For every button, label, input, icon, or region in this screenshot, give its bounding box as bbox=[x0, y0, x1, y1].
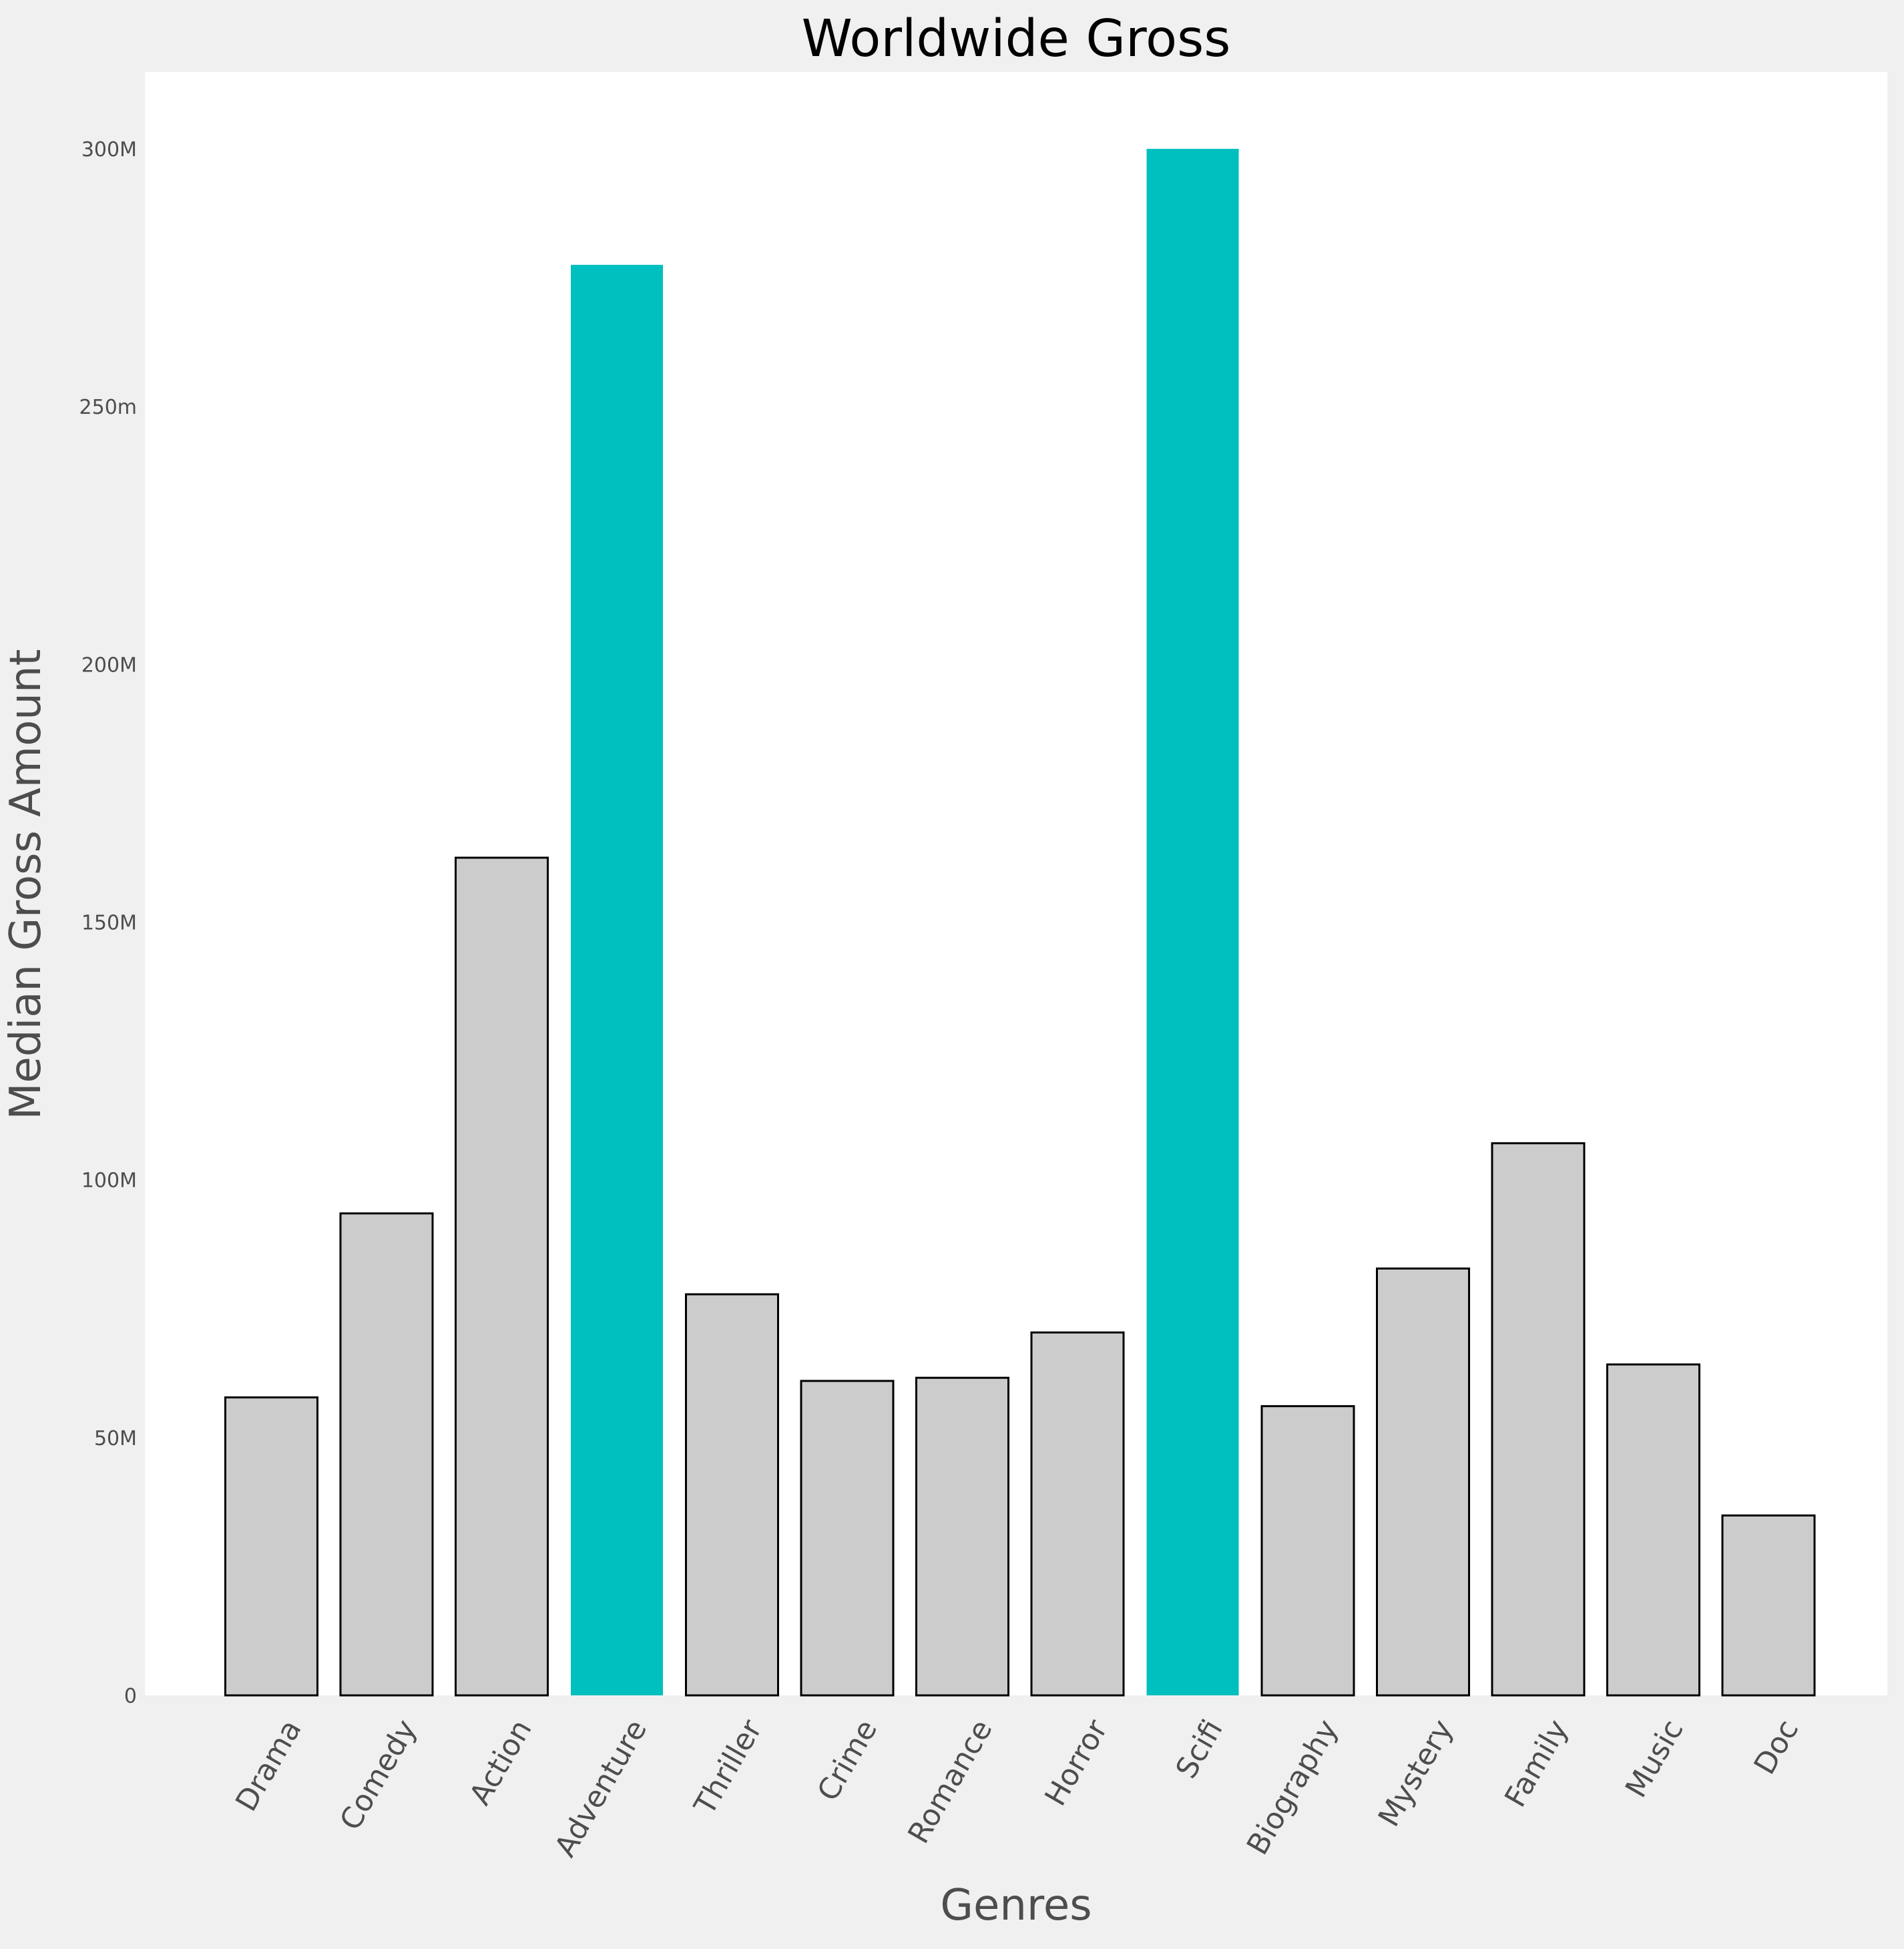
y-tick-label: 300M bbox=[81, 138, 137, 162]
y-tick-label: 200M bbox=[81, 653, 137, 677]
x-tick-label: Drama bbox=[229, 1714, 308, 1817]
x-tick-label: Adventure bbox=[548, 1714, 654, 1863]
plot-area bbox=[145, 72, 1887, 1695]
bar-thriller bbox=[685, 1293, 779, 1697]
bar-music bbox=[1606, 1363, 1700, 1697]
y-tick-label: 50M bbox=[94, 1427, 137, 1450]
x-tick-label: Scifi bbox=[1170, 1714, 1230, 1784]
y-axis-label: Median Gross Amount bbox=[1, 649, 51, 1119]
x-tick-label: Horror bbox=[1038, 1713, 1114, 1812]
x-tick-label: Music bbox=[1619, 1714, 1690, 1803]
bar-comedy bbox=[339, 1212, 434, 1697]
bar-crime bbox=[800, 1380, 895, 1697]
x-tick-label: Biography bbox=[1240, 1714, 1345, 1861]
y-tick-label: 250m bbox=[79, 396, 137, 419]
bar-mystery bbox=[1376, 1268, 1470, 1697]
y-tick-label: 100M bbox=[81, 1169, 137, 1193]
y-tick-label: 0 bbox=[124, 1685, 137, 1708]
bar-adventure bbox=[571, 264, 663, 1695]
x-tick-label: Comedy bbox=[333, 1714, 423, 1836]
bar-doc bbox=[1721, 1514, 1816, 1697]
bar-biography bbox=[1260, 1405, 1355, 1697]
x-tick-label: Thriller bbox=[688, 1713, 769, 1821]
x-tick-label: Mystery bbox=[1372, 1714, 1460, 1832]
x-tick-label: Crime bbox=[811, 1714, 885, 1807]
x-tick-label: Action bbox=[463, 1714, 539, 1811]
x-tick-label: Romance bbox=[901, 1714, 999, 1850]
bar-family bbox=[1491, 1142, 1586, 1697]
x-tick-label: Family bbox=[1498, 1714, 1575, 1813]
y-tick-label: 150M bbox=[81, 912, 137, 935]
y-axis-ticks: 0 50M 100M 150M 200M 250m 300M bbox=[79, 138, 137, 1708]
x-axis-ticks: Drama Comedy Action Adventure Thriller Crime R… bbox=[229, 1713, 1805, 1862]
x-axis-label: Genres bbox=[940, 1881, 1092, 1930]
bar-horror bbox=[1030, 1331, 1125, 1697]
bar-action bbox=[455, 856, 549, 1697]
bar-scifi bbox=[1146, 149, 1239, 1695]
bar-drama bbox=[224, 1396, 318, 1697]
bar-romance bbox=[915, 1376, 1009, 1697]
x-tick-label: Doc bbox=[1748, 1714, 1806, 1780]
bars bbox=[224, 149, 1816, 1697]
chart-title: Worldwide Gross bbox=[802, 9, 1231, 69]
